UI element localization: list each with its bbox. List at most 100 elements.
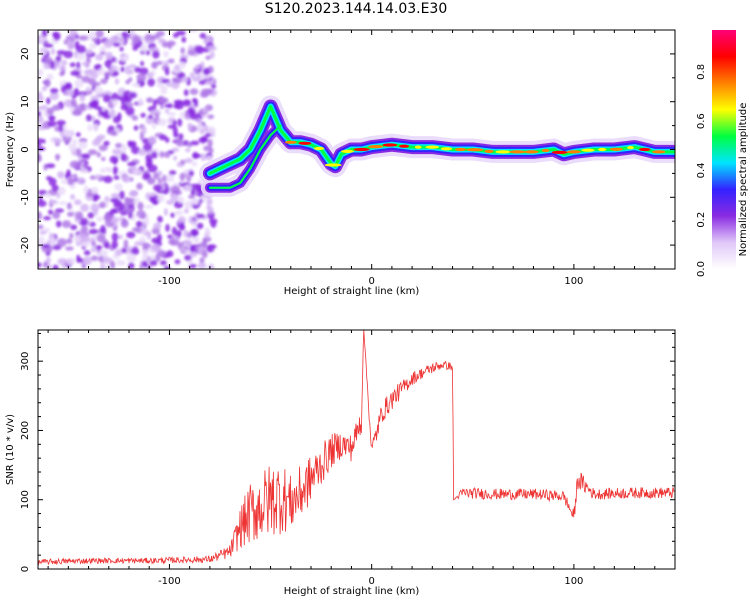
noise-blob bbox=[99, 167, 106, 173]
noise-blob bbox=[187, 106, 194, 115]
noise-blob bbox=[157, 250, 167, 257]
noise-blob bbox=[199, 32, 207, 39]
noise-blob bbox=[43, 216, 52, 221]
noise-blob bbox=[159, 151, 165, 158]
noise-blob bbox=[141, 254, 150, 262]
noise-blob bbox=[178, 133, 184, 140]
noise-blob bbox=[160, 260, 167, 266]
noise-blob bbox=[66, 238, 73, 245]
noise-blob bbox=[126, 231, 136, 239]
noise-blob bbox=[121, 248, 127, 253]
noise-blob bbox=[70, 194, 76, 200]
noise-blob bbox=[192, 237, 200, 244]
spectrogram-x-tick-label: -100 bbox=[158, 276, 181, 287]
noise-blob bbox=[182, 100, 192, 107]
noise-blob bbox=[46, 97, 51, 105]
ridge-hotspot bbox=[313, 146, 325, 151]
noise-blob bbox=[165, 223, 170, 232]
noise-blob bbox=[71, 110, 82, 116]
noise-blob bbox=[127, 161, 137, 167]
noise-blob bbox=[149, 259, 158, 266]
noise-blob bbox=[181, 76, 189, 83]
noise-blob bbox=[139, 67, 149, 76]
noise-blob bbox=[91, 81, 101, 87]
noise-blob bbox=[50, 88, 59, 94]
noise-blob bbox=[76, 254, 81, 263]
noise-blob bbox=[168, 170, 177, 176]
noise-blob bbox=[44, 43, 54, 48]
noise-blob bbox=[109, 260, 116, 269]
noise-blob bbox=[50, 47, 56, 56]
noise-blob bbox=[124, 197, 131, 203]
noise-blob bbox=[180, 159, 186, 165]
noise-blob bbox=[185, 147, 191, 153]
noise-blob bbox=[207, 114, 215, 120]
noise-blob bbox=[38, 262, 42, 268]
noise-blob bbox=[41, 244, 50, 248]
noise-blob bbox=[70, 224, 78, 231]
noise-blob bbox=[126, 253, 137, 263]
noise-blob bbox=[48, 115, 56, 121]
noise-blob bbox=[200, 153, 206, 162]
noise-blob bbox=[203, 145, 213, 152]
noise-blob bbox=[110, 92, 120, 102]
noise-blob bbox=[192, 76, 201, 82]
noise-blob bbox=[206, 244, 214, 253]
noise-blob bbox=[170, 193, 179, 202]
noise-blob bbox=[56, 120, 66, 126]
noise-blob bbox=[140, 112, 146, 118]
noise-blob bbox=[145, 158, 153, 166]
noise-blob bbox=[89, 175, 97, 180]
noise-blob bbox=[183, 208, 189, 214]
noise-blob bbox=[91, 139, 101, 146]
noise-blob bbox=[153, 172, 160, 180]
noise-blob bbox=[38, 47, 48, 56]
noise-blob bbox=[187, 122, 192, 131]
snr-x-tick-label: 0 bbox=[368, 576, 374, 587]
noise-blob bbox=[61, 59, 68, 66]
ridge-hotspot bbox=[298, 141, 312, 145]
colorbar-label: Normalized spectral amplitude bbox=[738, 103, 749, 257]
noise-blob bbox=[68, 143, 77, 152]
noise-blob bbox=[99, 46, 107, 53]
noise-blob bbox=[80, 153, 91, 159]
noise-blob bbox=[93, 123, 99, 132]
spectrogram-x-axis-label: Height of straight line (km) bbox=[284, 286, 420, 297]
noise-blob bbox=[128, 262, 135, 269]
noise-blob bbox=[198, 71, 205, 78]
noise-blob bbox=[98, 144, 108, 152]
noise-blob bbox=[109, 155, 119, 164]
noise-blob bbox=[48, 209, 53, 215]
noise-blob bbox=[132, 197, 140, 204]
noise-blob bbox=[112, 99, 119, 107]
noise-blob bbox=[139, 236, 147, 243]
noise-blob bbox=[112, 166, 119, 175]
noise-blob bbox=[192, 204, 200, 210]
noise-blob bbox=[69, 232, 74, 239]
noise-blob bbox=[160, 104, 164, 109]
ridge-hotspot bbox=[399, 144, 409, 148]
noise-blob bbox=[149, 47, 159, 52]
snr-y-tick-label: 0 bbox=[20, 566, 31, 572]
noise-blob bbox=[135, 220, 143, 228]
noise-blob bbox=[153, 222, 162, 230]
noise-blob bbox=[49, 91, 59, 101]
noise-blob bbox=[114, 78, 120, 85]
noise-blob bbox=[38, 36, 44, 44]
noise-blob bbox=[74, 199, 82, 206]
noise-blob bbox=[69, 160, 80, 169]
noise-blob bbox=[132, 35, 141, 44]
noise-blob bbox=[151, 61, 158, 69]
noise-blob bbox=[166, 250, 174, 258]
noise-blob bbox=[138, 81, 145, 86]
noise-blob bbox=[53, 31, 61, 41]
noise-blob bbox=[171, 226, 177, 236]
noise-blob bbox=[160, 97, 169, 104]
noise-blob bbox=[164, 151, 171, 158]
noise-blob bbox=[168, 43, 173, 50]
noise-blob bbox=[106, 167, 113, 173]
colorbar-tick-label: 0.2 bbox=[696, 212, 707, 228]
ridge-hotspot bbox=[509, 150, 526, 154]
noise-blob bbox=[202, 239, 208, 248]
snr-plot-area bbox=[38, 330, 675, 566]
